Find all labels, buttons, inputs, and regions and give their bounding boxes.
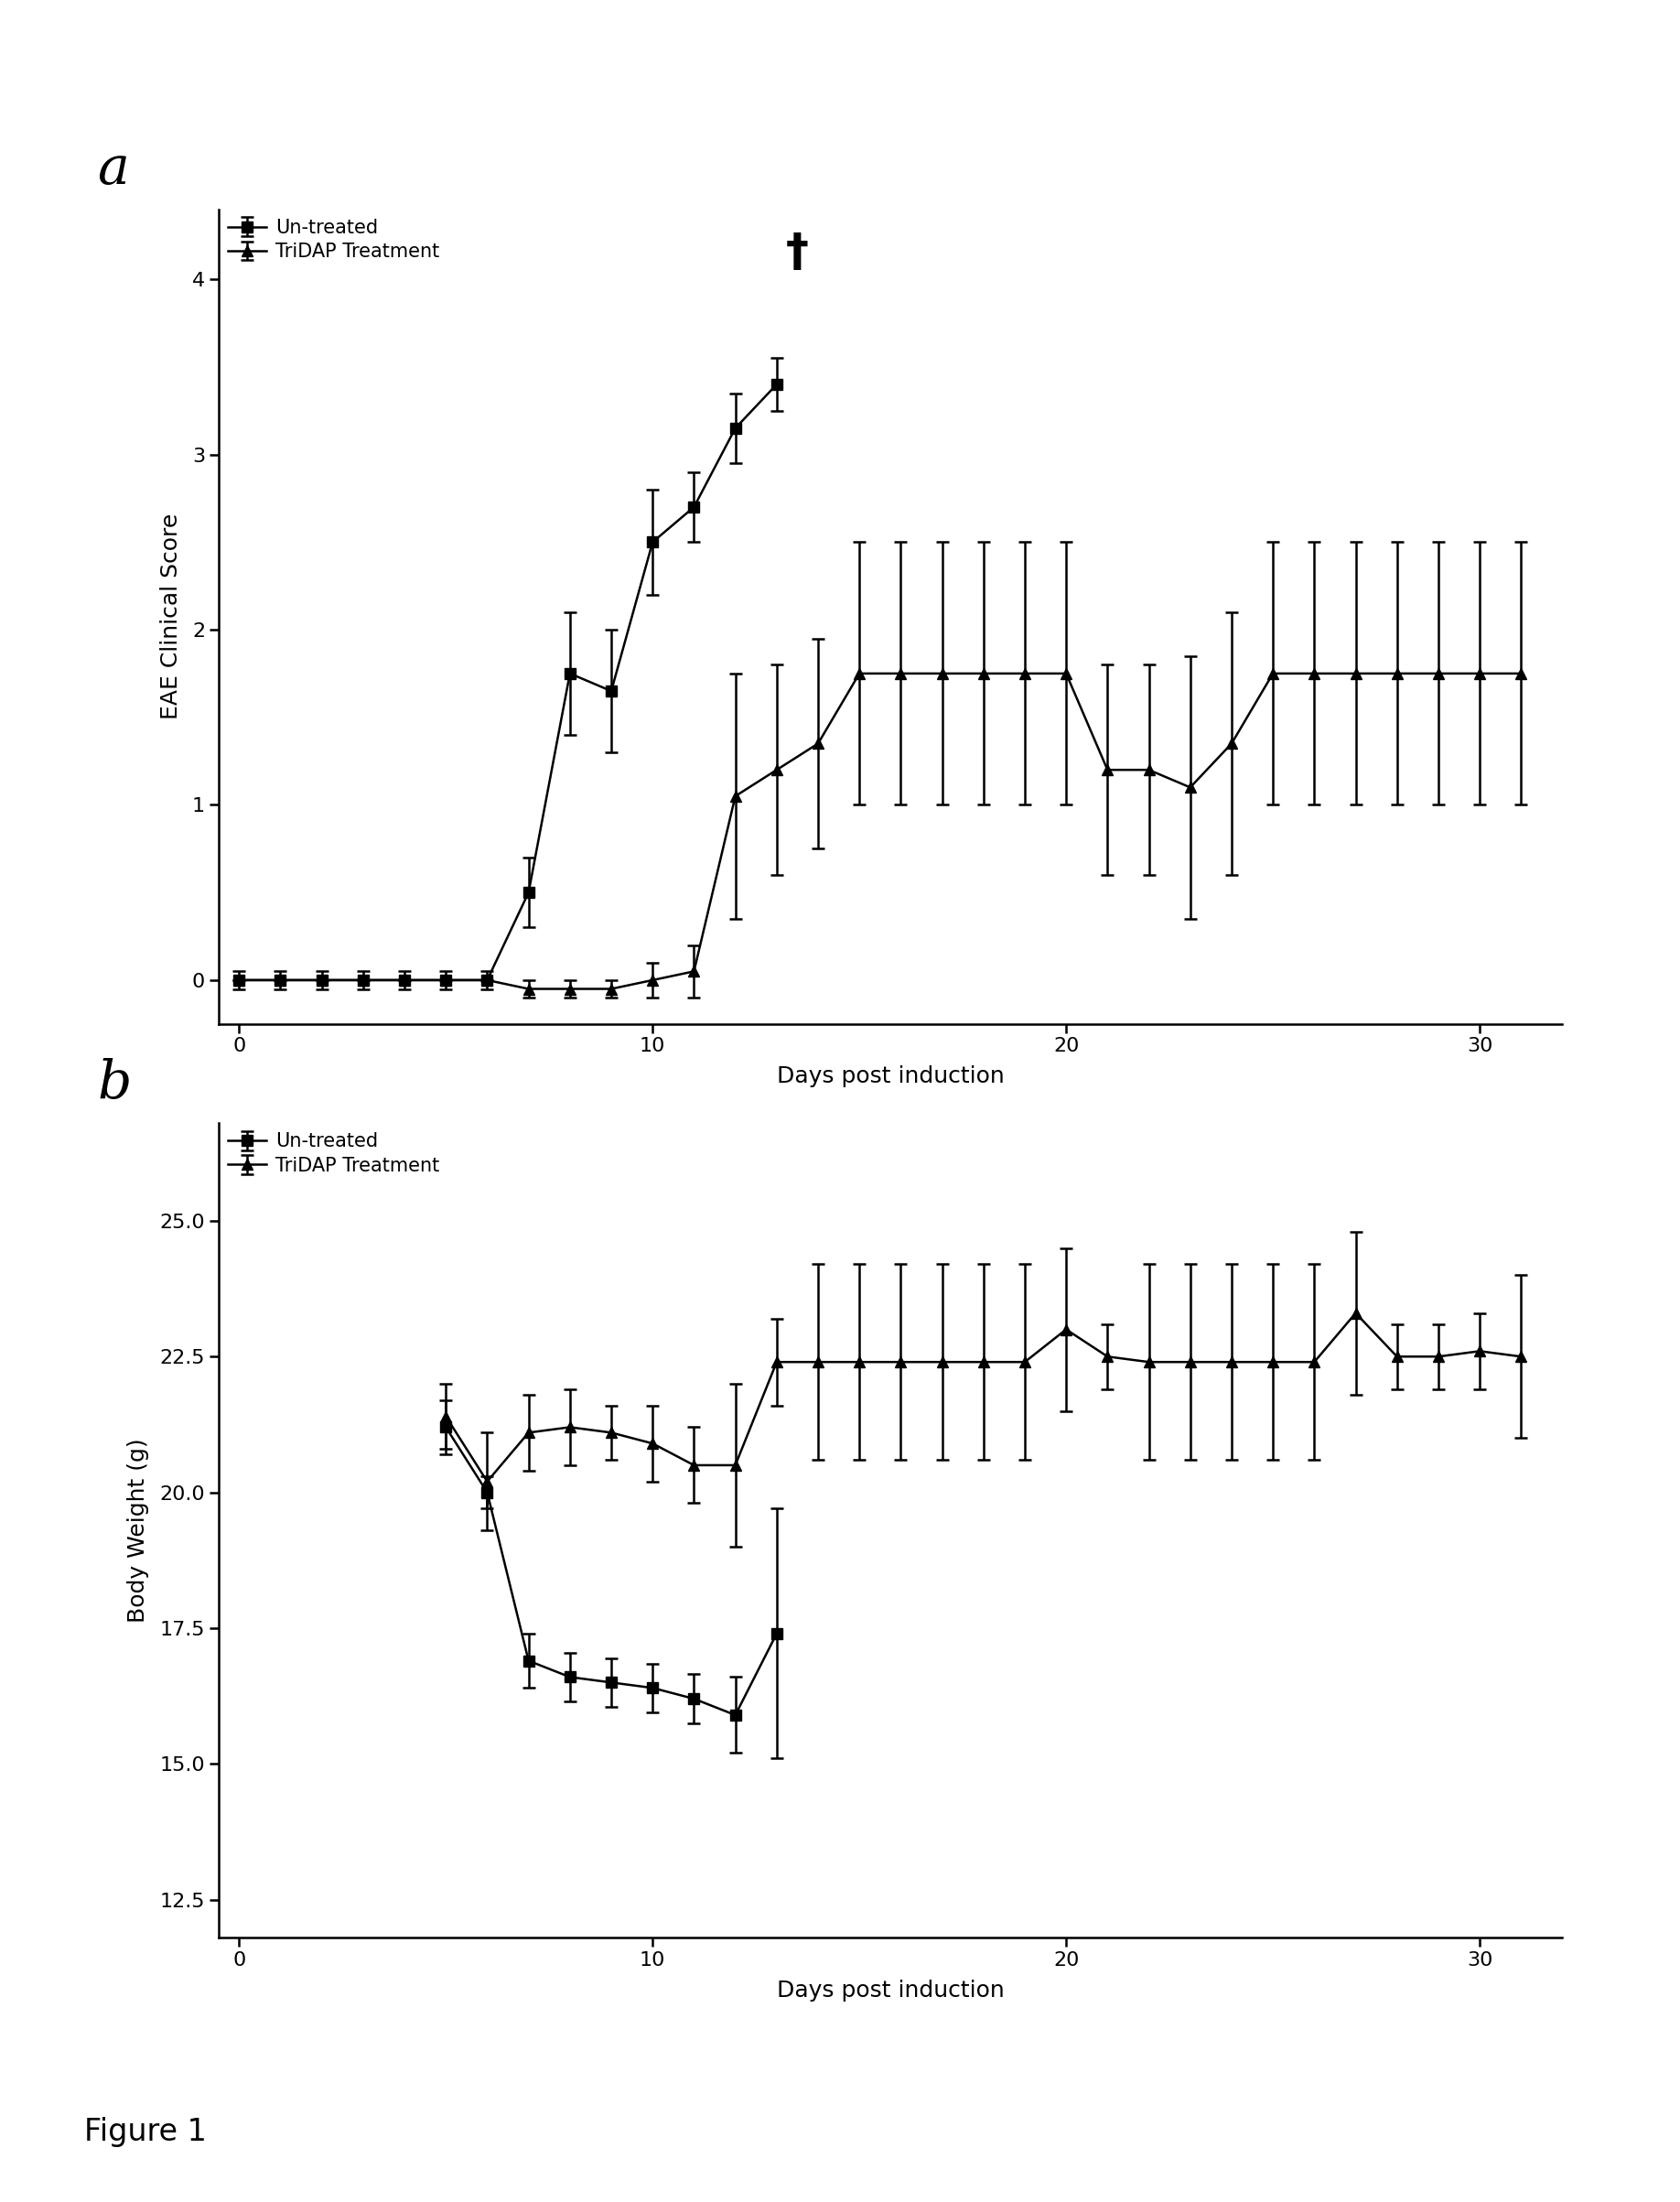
- Text: a: a: [97, 143, 129, 196]
- Text: b: b: [97, 1057, 131, 1110]
- Legend: Un-treated, TriDAP Treatment: Un-treated, TriDAP Treatment: [228, 1132, 440, 1176]
- X-axis label: Days post induction: Days post induction: [776, 1980, 1005, 2002]
- Legend: Un-treated, TriDAP Treatment: Un-treated, TriDAP Treatment: [228, 218, 440, 262]
- X-axis label: Days post induction: Days post induction: [776, 1066, 1005, 1088]
- Y-axis label: EAE Clinical Score: EAE Clinical Score: [160, 513, 181, 720]
- Text: Figure 1: Figure 1: [84, 2116, 207, 2147]
- Text: †: †: [786, 231, 808, 275]
- Y-axis label: Body Weight (g): Body Weight (g): [128, 1438, 150, 1623]
